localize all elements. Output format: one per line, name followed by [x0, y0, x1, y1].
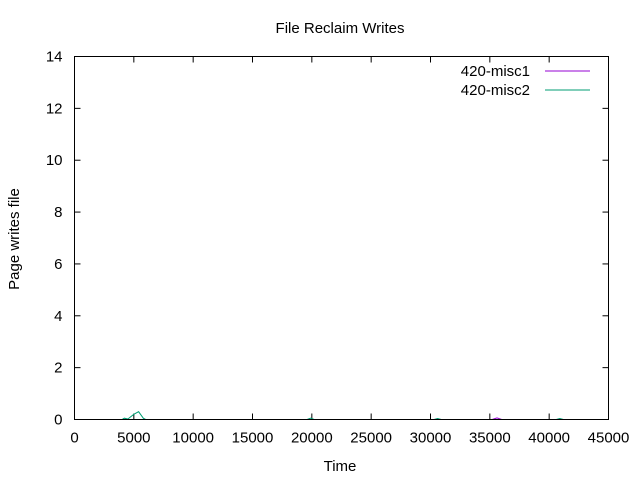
legend-label: 420-misc2 [461, 82, 530, 99]
x-tick-label: 0 [70, 430, 78, 447]
y-tick-label: 4 [54, 308, 62, 325]
y-tick-label: 12 [46, 100, 63, 117]
legend-label: 420-misc1 [461, 63, 530, 80]
x-tick-label: 5000 [117, 430, 150, 447]
x-tick-label: 25000 [350, 430, 392, 447]
x-tick-label: 35000 [469, 430, 511, 447]
x-tick-label: 10000 [172, 430, 214, 447]
y-axis-label: Page writes file [6, 188, 23, 290]
chart-title: File Reclaim Writes [276, 20, 405, 37]
plot-frame [74, 56, 609, 420]
y-tick-label: 6 [54, 256, 62, 273]
y-tick-label: 0 [54, 412, 62, 429]
y-tick-label: 2 [54, 360, 62, 377]
x-axis-label: Time [324, 458, 357, 475]
y-tick-label: 10 [46, 152, 63, 169]
series-line-420-misc2 [74, 411, 585, 420]
y-tick-label: 14 [46, 49, 63, 66]
x-tick-label: 15000 [232, 430, 274, 447]
x-tick-label: 30000 [410, 430, 452, 447]
x-tick-label: 40000 [528, 430, 570, 447]
y-tick-label: 8 [54, 204, 62, 221]
series-lines [74, 411, 585, 420]
x-tick-label: 45000 [588, 430, 630, 447]
legend: 420-misc1 420-misc2 [461, 63, 590, 99]
x-tick-label: 20000 [291, 430, 333, 447]
axis-ticks: 0 5000 10000 15000 20000 25000 30000 35000 40000… [46, 49, 630, 447]
